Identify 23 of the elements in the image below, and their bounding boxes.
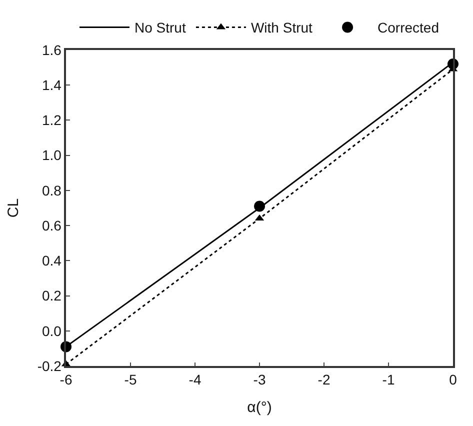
- y-tick-label: 0.0: [42, 322, 62, 339]
- x-tick-label: -4: [188, 372, 202, 388]
- x-tick-label: -6: [60, 372, 72, 388]
- legend-label: Corrected: [378, 20, 439, 36]
- y-tick-label: 0.6: [42, 217, 62, 234]
- y-tick-label: 1.0: [42, 147, 62, 164]
- x-tick-label: -5: [124, 372, 137, 388]
- y-tick-label: 0.8: [42, 182, 62, 198]
- x-tick-label: -2: [318, 372, 330, 388]
- x-axis-title: α(°): [247, 399, 272, 416]
- y-tick-label: 1.6: [42, 42, 62, 58]
- y-tick-label: 0.4: [42, 252, 62, 269]
- legend-label: No Strut: [134, 20, 186, 36]
- y-axis-title: CL: [5, 198, 22, 218]
- x-tick-label: 0: [449, 372, 458, 388]
- y-tick-label: 1.4: [42, 77, 62, 94]
- legend-label: With Strut: [250, 20, 313, 36]
- x-tick-label: -3: [253, 372, 266, 388]
- y-tick-label: -0.2: [37, 358, 62, 374]
- x-tick-label: -1: [382, 372, 395, 388]
- y-tick-label: 0.2: [42, 288, 62, 304]
- point: [254, 200, 265, 212]
- y-tick-label: 1.2: [42, 112, 62, 128]
